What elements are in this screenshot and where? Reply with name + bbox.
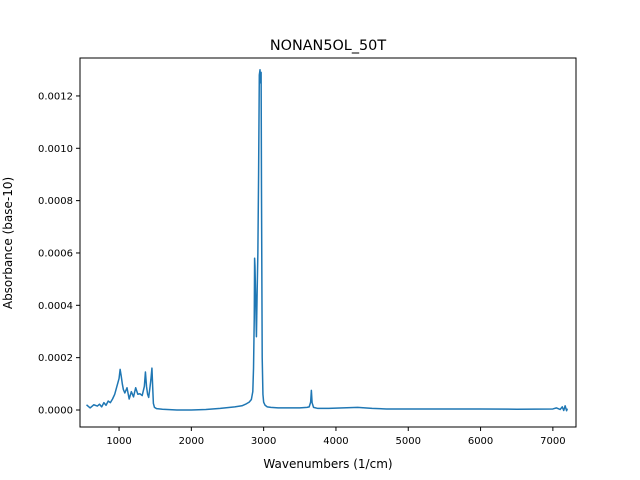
- y-tick-label: 0.0004: [38, 301, 73, 312]
- series-line-0: [86, 69, 569, 412]
- x-tick-label: 5000: [396, 436, 421, 447]
- y-axis-label: Absorbance (base-10): [1, 177, 15, 309]
- x-tick-label: 3000: [251, 436, 276, 447]
- x-tick-label: 2000: [179, 436, 204, 447]
- y-tick-label: 0.0006: [38, 249, 73, 260]
- x-tick-label: 6000: [468, 436, 493, 447]
- y-axis-ticks: 0.0000 0.0002 0.0004 0.0006 0.0008 0.0010 0.00…: [38, 92, 80, 417]
- x-tick-label: 1000: [106, 436, 131, 447]
- x-tick-label: 4000: [323, 436, 348, 447]
- chart-title: NONAN5OL_50T: [270, 38, 386, 54]
- plot-area: [86, 69, 569, 412]
- x-axis-ticks: 1000 2000 3000 4000 5000 6000 7000: [106, 427, 566, 447]
- y-tick-label: 0.0010: [38, 144, 73, 155]
- y-tick-label: 0.0012: [38, 92, 73, 103]
- axes-frame: [79, 57, 577, 428]
- y-tick-label: 0.0008: [38, 196, 73, 207]
- x-axis-label: Wavenumbers (1/cm): [263, 457, 392, 471]
- y-tick-label: 0.0002: [38, 353, 73, 364]
- y-tick-label: 0.0000: [38, 406, 73, 417]
- x-tick-label: 7000: [540, 436, 565, 447]
